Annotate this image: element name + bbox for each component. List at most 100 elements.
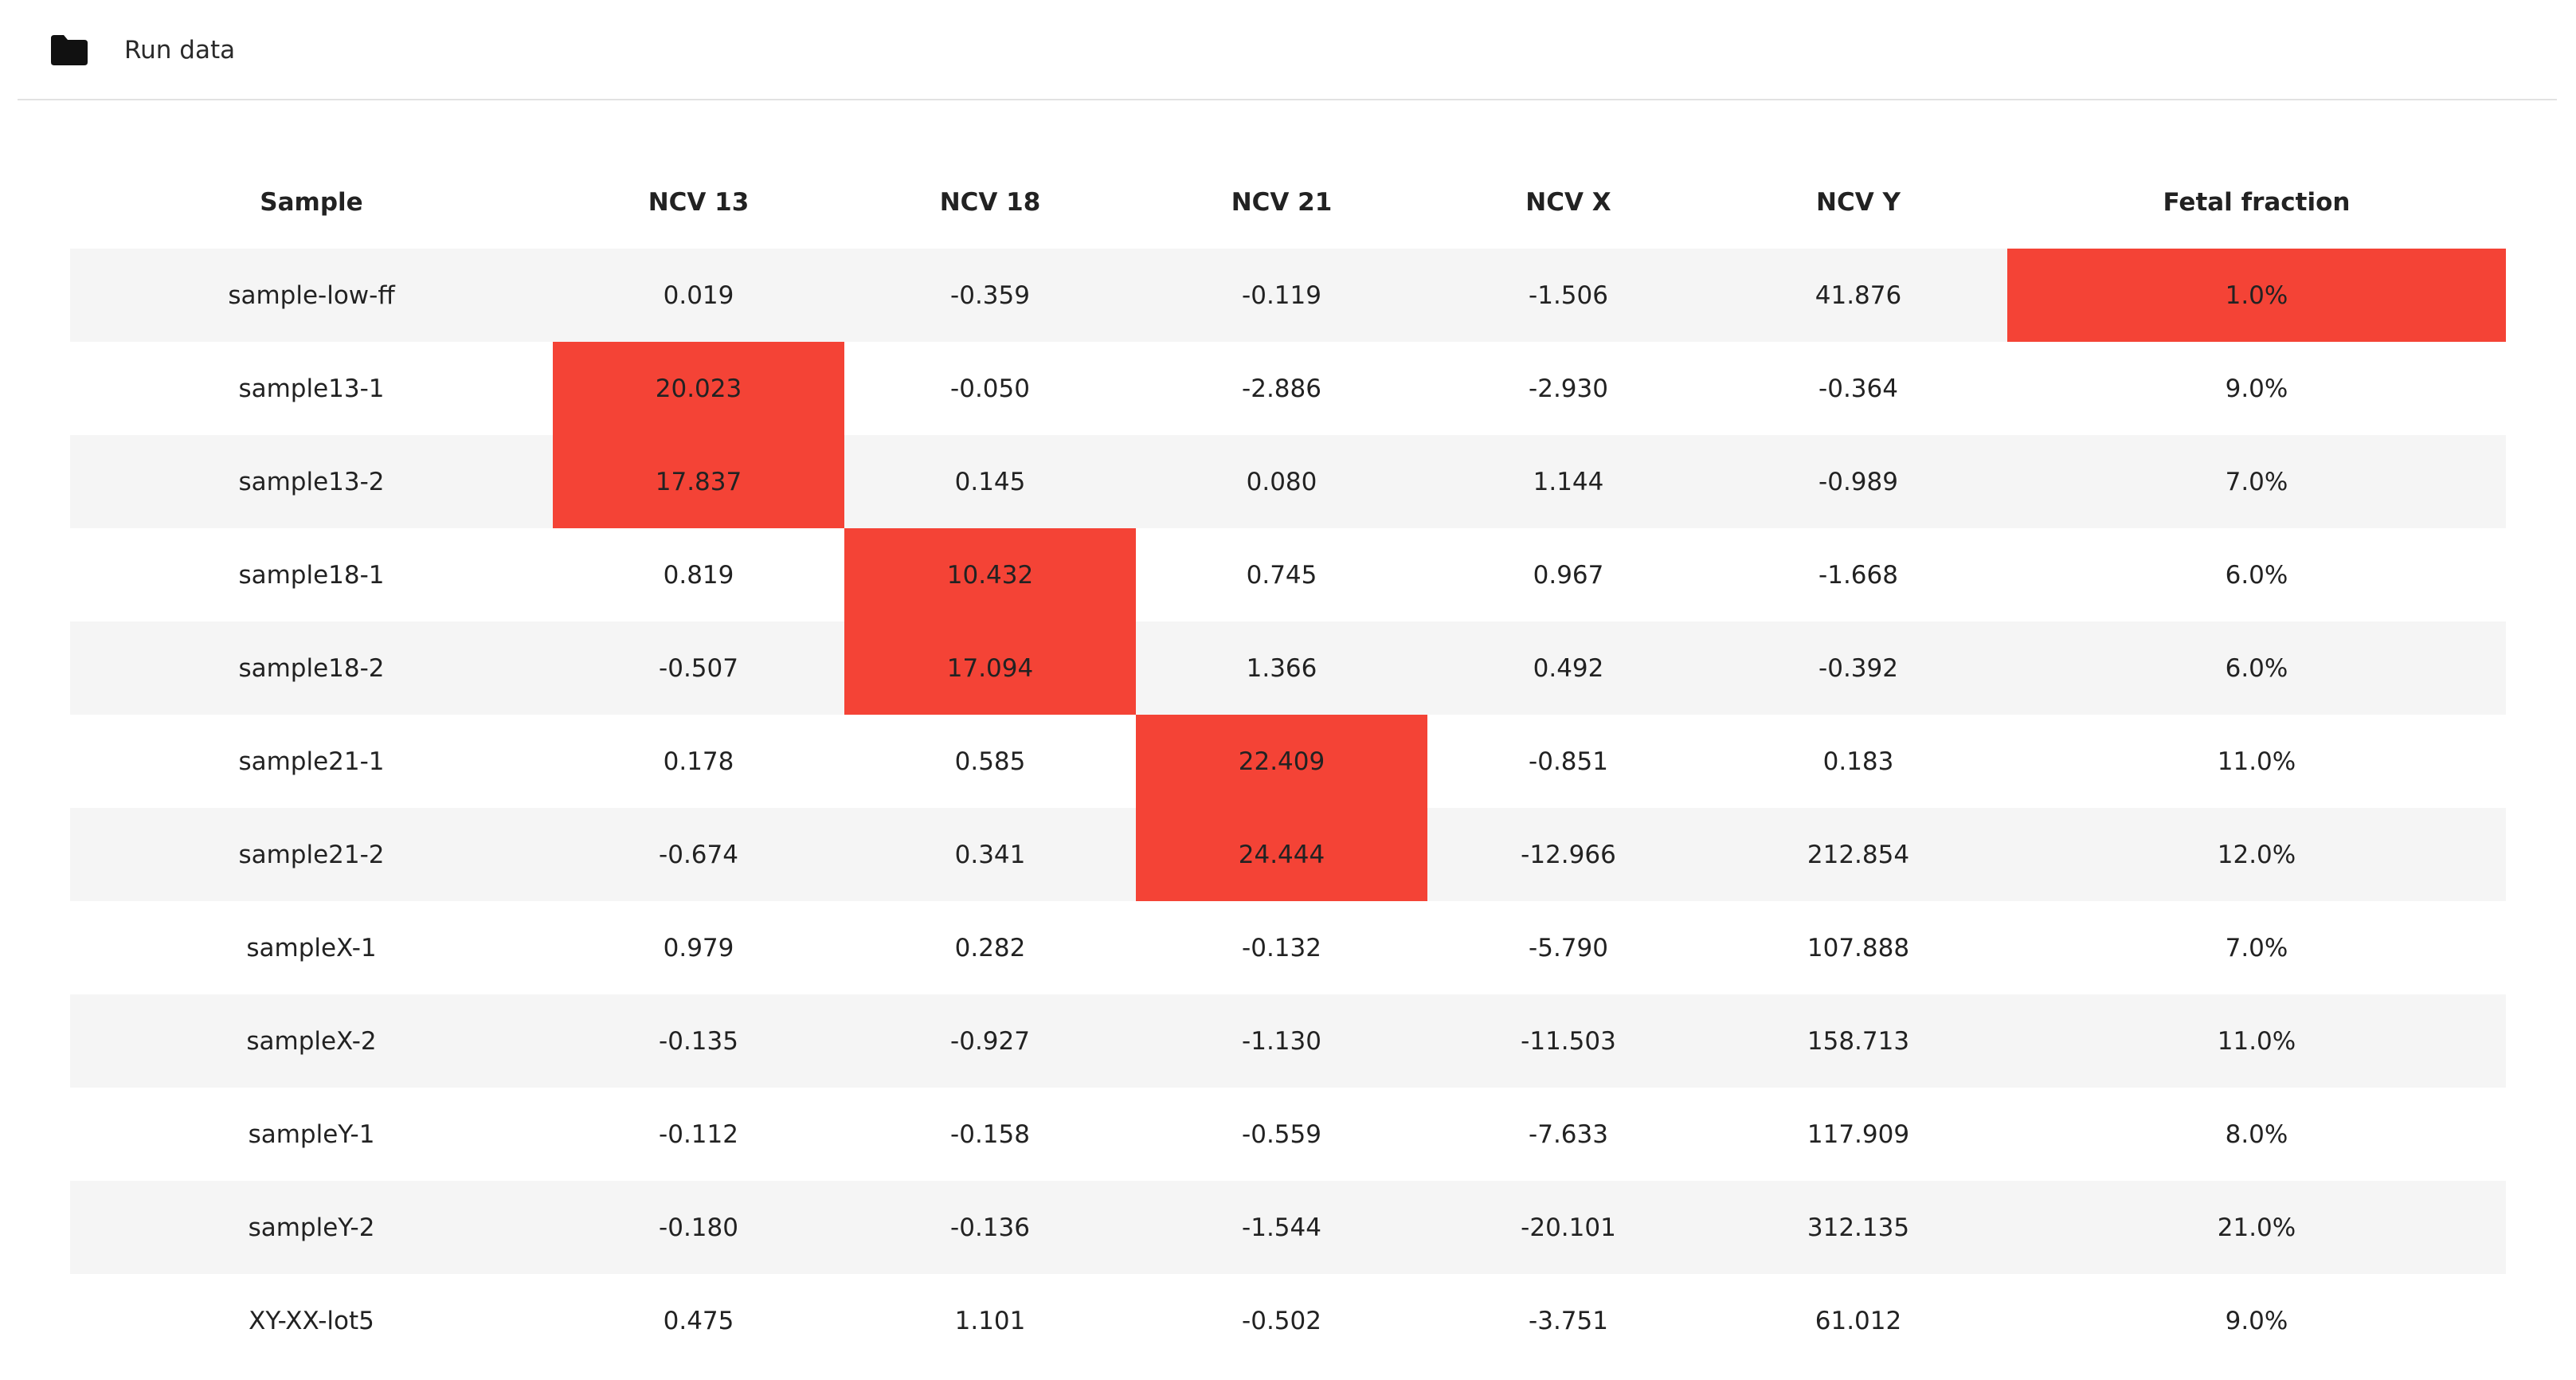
ncv-x-cell: -7.633 bbox=[1427, 1088, 1709, 1181]
table-header: Sample NCV 13 NCV 18 NCV 21 NCV X NCV Y … bbox=[70, 155, 2506, 249]
ncv-21-cell: 0.745 bbox=[1136, 528, 1427, 621]
fetal-fraction-cell: 6.0% bbox=[2007, 528, 2506, 621]
ncv-18-cell: 1.101 bbox=[844, 1274, 1136, 1367]
ncv-18-cell: -0.927 bbox=[844, 994, 1136, 1088]
ncv-18-cell: -0.136 bbox=[844, 1181, 1136, 1274]
table-row[interactable]: sampleX-1 0.979 0.282 -0.132 -5.790 107.888 7.… bbox=[70, 901, 2506, 994]
page-title: Run data bbox=[124, 36, 236, 65]
ncv-x-cell: 0.492 bbox=[1427, 621, 1709, 715]
ncv-x-cell: -3.751 bbox=[1427, 1274, 1709, 1367]
column-header-ncv-18[interactable]: NCV 18 bbox=[939, 187, 1041, 217]
ncv-13-cell: 20.023 bbox=[553, 342, 844, 435]
ncv-21-cell: -0.502 bbox=[1136, 1274, 1427, 1367]
sample-name-cell: sample21-2 bbox=[70, 808, 553, 901]
ncv-y-cell: -1.668 bbox=[1709, 528, 2007, 621]
run-data-table: Sample NCV 13 NCV 18 NCV 21 NCV X NCV Y … bbox=[70, 155, 2506, 1367]
fetal-fraction-cell: 7.0% bbox=[2007, 901, 2506, 994]
ncv-y-cell: 107.888 bbox=[1709, 901, 2007, 994]
fetal-fraction-cell: 12.0% bbox=[2007, 808, 2506, 901]
header-row: Sample NCV 13 NCV 18 NCV 21 NCV X NCV Y … bbox=[70, 155, 2506, 249]
fetal-fraction-cell: 7.0% bbox=[2007, 435, 2506, 528]
ncv-x-cell: -5.790 bbox=[1427, 901, 1709, 994]
ncv-x-cell: -0.851 bbox=[1427, 715, 1709, 808]
table-body: sample-low-ff 0.019 -0.359 -0.119 -1.506 41.8… bbox=[70, 249, 2506, 1367]
table-row[interactable]: sample13-1 20.023 -0.050 -2.886 -2.930 -0.364… bbox=[70, 342, 2506, 435]
sample-name-cell: sampleX-2 bbox=[70, 994, 553, 1088]
ncv-13-cell: -0.135 bbox=[553, 994, 844, 1088]
column-header-ncv-13[interactable]: NCV 13 bbox=[648, 187, 750, 217]
ncv-x-cell: -12.966 bbox=[1427, 808, 1709, 901]
table-row[interactable]: sample13-2 17.837 0.145 0.080 1.144 -0.989 7.0… bbox=[70, 435, 2506, 528]
ncv-y-cell: 61.012 bbox=[1709, 1274, 2007, 1367]
fetal-fraction-cell: 8.0% bbox=[2007, 1088, 2506, 1181]
ncv-x-cell: -1.506 bbox=[1427, 249, 1709, 342]
ncv-y-cell: -0.989 bbox=[1709, 435, 2007, 528]
sample-name-cell: sampleY-2 bbox=[70, 1181, 553, 1274]
fetal-fraction-cell: 1.0% bbox=[2007, 249, 2506, 342]
ncv-13-cell: -0.180 bbox=[553, 1181, 844, 1274]
ncv-21-cell: -1.544 bbox=[1136, 1181, 1427, 1274]
column-header-fetal-fraction[interactable]: Fetal fraction bbox=[2163, 187, 2351, 217]
ncv-21-cell: -0.119 bbox=[1136, 249, 1427, 342]
sample-name-cell: sampleY-1 bbox=[70, 1088, 553, 1181]
ncv-13-cell: -0.674 bbox=[553, 808, 844, 901]
ncv-y-cell: 41.876 bbox=[1709, 249, 2007, 342]
sample-name-cell: sample18-1 bbox=[70, 528, 553, 621]
ncv-18-cell: -0.359 bbox=[844, 249, 1136, 342]
sample-name-cell: sample21-1 bbox=[70, 715, 553, 808]
fetal-fraction-cell: 9.0% bbox=[2007, 1274, 2506, 1367]
ncv-y-cell: 117.909 bbox=[1709, 1088, 2007, 1181]
ncv-x-cell: -2.930 bbox=[1427, 342, 1709, 435]
ncv-18-cell: 10.432 bbox=[844, 528, 1136, 621]
table-row[interactable]: sampleX-2 -0.135 -0.927 -1.130 -11.503 158.71… bbox=[70, 994, 2506, 1088]
fetal-fraction-cell: 9.0% bbox=[2007, 342, 2506, 435]
ncv-13-cell: 0.475 bbox=[553, 1274, 844, 1367]
ncv-13-cell: -0.112 bbox=[553, 1088, 844, 1181]
sample-name-cell: sample-low-ff bbox=[70, 249, 553, 342]
table-row[interactable]: XY-XX-lot5 0.475 1.101 -0.502 -3.751 61.012 9.… bbox=[70, 1274, 2506, 1367]
column-header-ncv-21[interactable]: NCV 21 bbox=[1231, 187, 1333, 217]
table-row[interactable]: sample21-1 0.178 0.585 22.409 -0.851 0.183 11.… bbox=[70, 715, 2506, 808]
column-header-sample[interactable]: Sample bbox=[260, 187, 363, 217]
sample-name-cell: sample18-2 bbox=[70, 621, 553, 715]
ncv-18-cell: 0.341 bbox=[844, 808, 1136, 901]
fetal-fraction-cell: 11.0% bbox=[2007, 994, 2506, 1088]
ncv-x-cell: -20.101 bbox=[1427, 1181, 1709, 1274]
sample-name-cell: sample13-1 bbox=[70, 342, 553, 435]
ncv-y-cell: 312.135 bbox=[1709, 1181, 2007, 1274]
ncv-y-cell: 212.854 bbox=[1709, 808, 2007, 901]
ncv-21-cell: 1.366 bbox=[1136, 621, 1427, 715]
ncv-21-cell: 24.444 bbox=[1136, 808, 1427, 901]
fetal-fraction-cell: 11.0% bbox=[2007, 715, 2506, 808]
ncv-y-cell: -0.364 bbox=[1709, 342, 2007, 435]
column-header-ncv-y[interactable]: NCV Y bbox=[1816, 187, 1901, 217]
ncv-18-cell: -0.158 bbox=[844, 1088, 1136, 1181]
ncv-13-cell: -0.507 bbox=[553, 621, 844, 715]
fetal-fraction-cell: 6.0% bbox=[2007, 621, 2506, 715]
table-row[interactable]: sample-low-ff 0.019 -0.359 -0.119 -1.506 41.8… bbox=[70, 249, 2506, 342]
run-data-table-container: Sample NCV 13 NCV 18 NCV 21 NCV X NCV Y … bbox=[70, 155, 2506, 1367]
ncv-18-cell: 0.282 bbox=[844, 901, 1136, 994]
folder-icon[interactable] bbox=[51, 35, 88, 65]
ncv-21-cell: -0.132 bbox=[1136, 901, 1427, 994]
ncv-21-cell: -2.886 bbox=[1136, 342, 1427, 435]
ncv-x-cell: 1.144 bbox=[1427, 435, 1709, 528]
table-row[interactable]: sampleY-1 -0.112 -0.158 -0.559 -7.633 117.909… bbox=[70, 1088, 2506, 1181]
fetal-fraction-cell: 21.0% bbox=[2007, 1181, 2506, 1274]
ncv-18-cell: 0.585 bbox=[844, 715, 1136, 808]
ncv-13-cell: 0.819 bbox=[553, 528, 844, 621]
ncv-18-cell: 17.094 bbox=[844, 621, 1136, 715]
table-row[interactable]: sampleY-2 -0.180 -0.136 -1.544 -20.101 312.13… bbox=[70, 1181, 2506, 1274]
table-row[interactable]: sample18-2 -0.507 17.094 1.366 0.492 -0.392 6.… bbox=[70, 621, 2506, 715]
ncv-18-cell: 0.145 bbox=[844, 435, 1136, 528]
sample-name-cell: sample13-2 bbox=[70, 435, 553, 528]
ncv-13-cell: 0.019 bbox=[553, 249, 844, 342]
ncv-y-cell: -0.392 bbox=[1709, 621, 2007, 715]
table-row[interactable]: sample18-1 0.819 10.432 0.745 0.967 -1.668 6.0… bbox=[70, 528, 2506, 621]
column-header-ncv-x[interactable]: NCV X bbox=[1525, 187, 1611, 217]
ncv-21-cell: -1.130 bbox=[1136, 994, 1427, 1088]
table-row[interactable]: sample21-2 -0.674 0.341 24.444 -12.966 212.85… bbox=[70, 808, 2506, 901]
run-data-header: Run data bbox=[18, 0, 2557, 100]
ncv-13-cell: 0.979 bbox=[553, 901, 844, 994]
ncv-x-cell: 0.967 bbox=[1427, 528, 1709, 621]
